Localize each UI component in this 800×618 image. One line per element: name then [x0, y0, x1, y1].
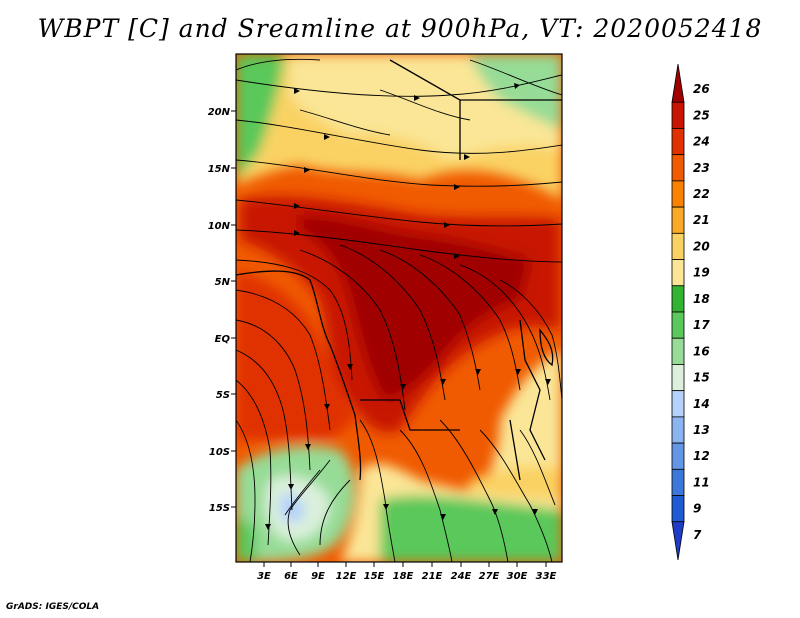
longitude-labels: 3E 6E 9E 12E 15E 18E 21E 24E 27E 30E 33E	[257, 571, 556, 582]
map-title: WBPT [C] and Sreamline at 900hPa, VT: 20…	[37, 14, 763, 43]
colorbar-swatch	[671, 311, 685, 339]
axis-ticks	[231, 110, 547, 567]
lon-label: 27E	[479, 571, 500, 582]
lat-label: 20N	[208, 107, 231, 118]
lat-label: 15S	[209, 503, 230, 514]
colorbar-label: 13	[693, 423, 710, 437]
colorbar-label: 22	[693, 187, 710, 201]
colorbar-label: 23	[693, 161, 710, 175]
colorbar-label: 20	[693, 239, 710, 253]
lat-label: 5S	[216, 390, 230, 401]
colorbar-swatch	[671, 495, 685, 523]
colorbar-label: 16	[693, 344, 710, 358]
streamline-arrows	[265, 83, 551, 530]
colorbar-swatch	[671, 337, 685, 365]
lat-label: 5N	[215, 277, 231, 288]
colorbar-label: 7	[693, 528, 702, 542]
streamlines	[236, 58, 562, 562]
colorbar-swatch	[671, 285, 685, 313]
lon-label: 12E	[336, 571, 357, 582]
colorbar-label: 12	[693, 449, 710, 463]
colorbar-swatch	[671, 63, 685, 103]
colorbar-swatch	[671, 206, 685, 234]
colorbar-swatch	[671, 180, 685, 208]
lon-label: 3E	[257, 571, 271, 582]
colorbar-label: 18	[693, 292, 710, 306]
colorbar-swatch	[671, 442, 685, 470]
lon-label: 9E	[311, 571, 325, 582]
wbpt-shaded-field	[236, 54, 562, 562]
lat-label: EQ	[215, 334, 231, 345]
colorbar-swatch	[671, 390, 685, 418]
colorbar-swatch	[671, 232, 685, 260]
colorbar-label: 21	[693, 213, 710, 227]
colorbar-swatch	[671, 416, 685, 444]
lon-label: 33E	[536, 571, 557, 582]
colorbar-label: 11	[693, 475, 710, 489]
lon-label: 6E	[284, 571, 298, 582]
colorbar-swatch	[671, 521, 685, 561]
colorbar-label: 19	[693, 266, 710, 280]
colorbar-label: 17	[693, 318, 710, 332]
colorbar-label: 15	[693, 371, 710, 385]
colorbar-label: 26	[693, 82, 710, 96]
lon-label: 21E	[422, 571, 443, 582]
colorbar-swatch	[671, 128, 685, 156]
lon-label: 24E	[451, 571, 472, 582]
colorbar-swatch	[671, 468, 685, 496]
coastlines-borders	[236, 59, 562, 481]
lon-label: 30E	[507, 571, 528, 582]
colorbar: 26 25 24 23 22 21 20 19 18 17 16 15 14 13 12 11 9 7	[671, 63, 710, 561]
lat-label: 15N	[208, 164, 231, 175]
colorbar-label: 24	[693, 135, 710, 149]
colorbar-label: 9	[693, 502, 701, 516]
colorbar-swatch	[671, 101, 685, 129]
colorbar-swatch	[671, 259, 685, 287]
map-frame	[235, 53, 563, 563]
lon-label: 18E	[393, 571, 414, 582]
colorbar-label: 25	[693, 108, 710, 122]
lat-label: 10N	[208, 221, 231, 232]
lon-label: 15E	[364, 571, 385, 582]
footer-credit: GrADS: IGES/COLA	[6, 602, 100, 612]
colorbar-swatch	[671, 154, 685, 182]
colorbar-label: 14	[693, 397, 710, 411]
colorbar-swatch	[671, 364, 685, 392]
latitude-labels: 20N 15N 10N 5N EQ 5S 10S 15S	[208, 107, 231, 514]
lat-label: 10S	[209, 447, 230, 458]
